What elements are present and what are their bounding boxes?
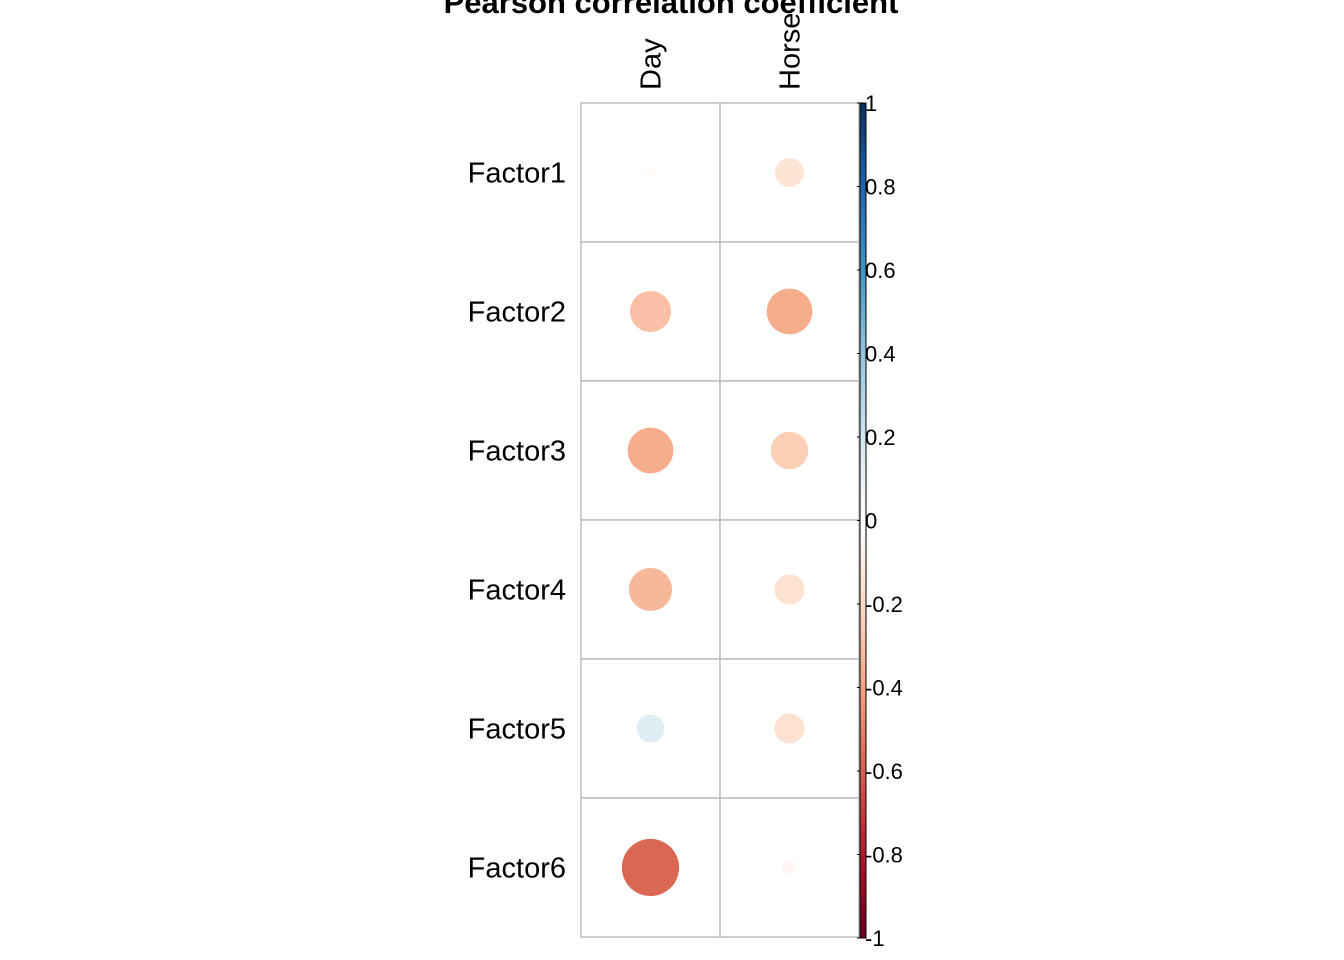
row-label: Factor3 [468,436,566,468]
correlation-circle [774,574,805,605]
colorbar-tick-label: 0.2 [865,425,896,450]
color-legend: -1 -0.8 -0.6 -0.4 -0.2 0 0.2 0.4 0.6 0.8 1 [857,91,903,951]
correlation-circle [774,713,805,744]
correlation-circle [627,427,674,474]
colorbar-tick-label: 0.8 [865,175,896,200]
colorbar-tick-label: -0.4 [865,676,903,701]
correlation-circle [770,431,809,470]
row-labels: Factor1 Factor2 Factor3 Factor4 Factor5 Facto… [468,158,566,885]
correlation-circle [774,157,805,188]
column-label: Horse [775,13,807,90]
correlation-circle [629,290,672,333]
correlation-cells [580,102,860,938]
row-label: Factor4 [468,575,566,607]
colorbar-tick-label: 0.6 [865,258,896,283]
row-label: Factor2 [468,297,566,329]
colorbar-tick-label: -0.6 [865,759,903,784]
colorbar-tick-label: 0 [865,509,877,534]
row-label: Factor5 [468,714,566,746]
grid-cell [719,519,860,660]
colorbar-tick-label: -0.2 [865,592,903,617]
column-label: Day [636,38,668,90]
colorbar-tick-label: 1 [865,91,877,116]
colorbar-tick-label: -1 [865,926,885,951]
correlation-circle [628,567,673,612]
colorbar-tick-label: 0.4 [865,342,896,367]
correlation-circle [781,859,798,876]
chart-title: Pearson correlation coefficient [444,0,899,20]
correlation-circle [621,838,680,897]
correlation-circle [645,167,656,178]
correlation-circle [766,288,813,335]
row-label: Factor1 [468,158,566,190]
column-labels: Day Horse [636,13,807,90]
correlation-circle [636,714,665,743]
row-label: Factor6 [468,853,566,885]
colorbar-tick-label: -0.8 [865,843,903,868]
